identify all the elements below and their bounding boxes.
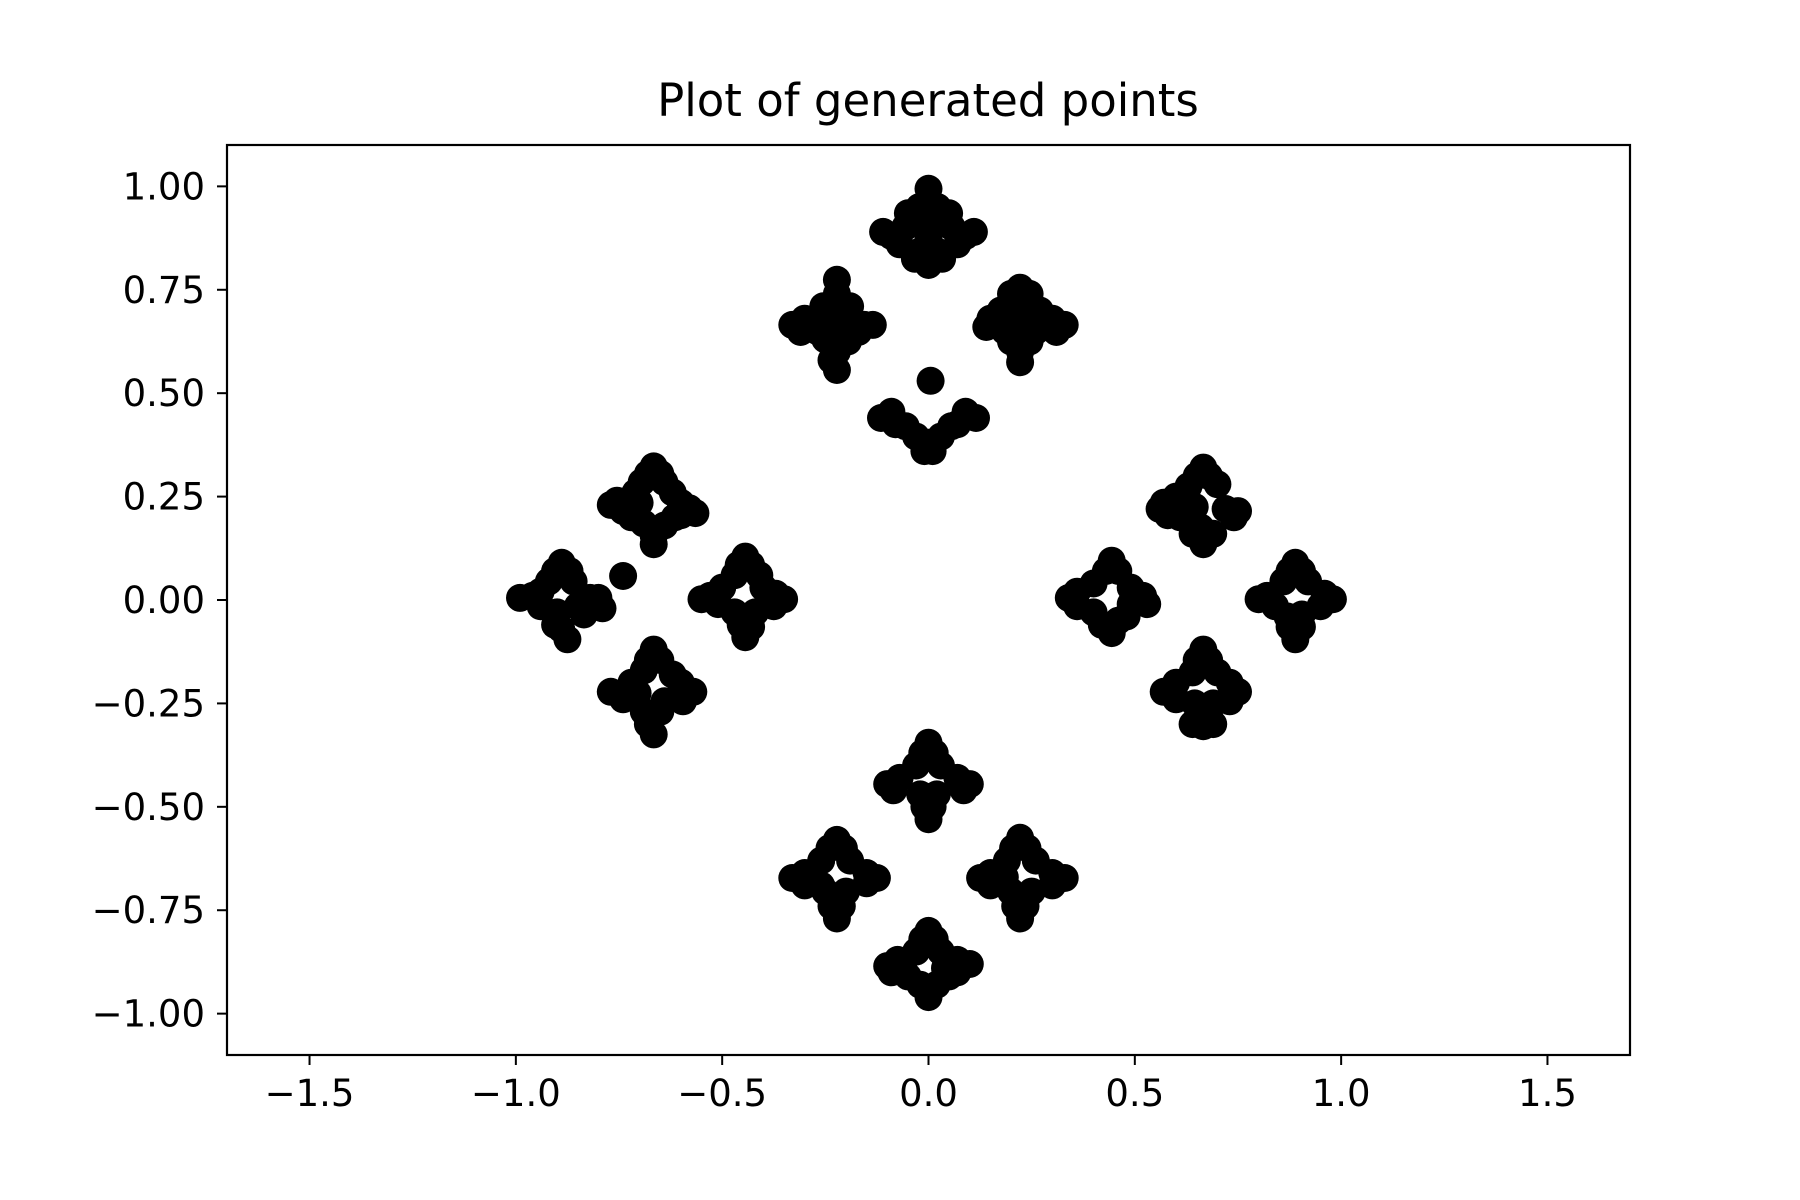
data-point (827, 321, 856, 350)
y-tick-label: 0.25 (123, 476, 205, 519)
data-point (1281, 625, 1310, 654)
data-point (666, 501, 695, 530)
data-point (931, 954, 959, 983)
data-point (916, 366, 945, 395)
data-point (1006, 348, 1035, 377)
data-point (893, 199, 922, 228)
y-tick-label: 0.75 (123, 269, 205, 312)
data-point (990, 863, 1019, 892)
y-axis: 1.00 0.75 0.50 0.25 0.00 −0.25 −0.50 −0.75 −1.00 (92, 165, 227, 1036)
y-tick-label: 1.00 (123, 165, 205, 208)
data-point (803, 317, 832, 346)
data-point (935, 199, 964, 228)
data-point (889, 956, 918, 985)
data-point (1219, 503, 1248, 532)
x-tick-label: −0.5 (677, 1072, 767, 1115)
data-point (1006, 904, 1035, 933)
data-point (879, 776, 908, 805)
points-layer (506, 174, 1347, 1012)
data-point (1199, 710, 1228, 739)
data-point (928, 244, 957, 273)
data-point (1178, 710, 1207, 739)
y-tick-label: −1.00 (92, 993, 205, 1036)
data-point (1042, 318, 1071, 346)
y-tick-label: −0.75 (92, 889, 205, 932)
data-point (918, 437, 947, 466)
data-point (937, 412, 966, 441)
x-tick-label: −1.0 (471, 1072, 561, 1115)
data-point (891, 412, 920, 441)
y-tick-label: 0.50 (123, 372, 205, 415)
data-point (1112, 602, 1141, 631)
data-point (914, 201, 943, 230)
x-tick-label: 1.0 (1312, 1072, 1371, 1115)
data-point (949, 776, 978, 805)
data-point (914, 805, 943, 834)
x-tick-label: 0.0 (899, 1072, 958, 1115)
y-tick-label: 0.00 (123, 579, 205, 622)
x-tick-label: 0.5 (1105, 1072, 1164, 1115)
data-point (639, 720, 668, 749)
data-point (1203, 470, 1232, 499)
chart-title: Plot of generated points (657, 74, 1199, 127)
data-point (807, 871, 836, 900)
data-point (609, 562, 638, 590)
data-point (822, 904, 851, 933)
data-point (569, 600, 598, 629)
data-point (822, 356, 851, 384)
data-point (731, 623, 760, 652)
x-tick-label: −1.5 (265, 1072, 355, 1115)
data-point (914, 983, 943, 1012)
data-point (1009, 304, 1038, 333)
data-point (1178, 519, 1207, 548)
data-point (900, 244, 929, 273)
y-tick-label: −0.50 (92, 786, 205, 829)
data-point (639, 530, 668, 559)
y-tick-label: −0.25 (92, 682, 205, 725)
x-tick-label: 1.5 (1518, 1072, 1577, 1115)
x-axis: −1.5 −1.0 −0.5 0.0 0.5 1.0 1.5 (265, 1055, 1577, 1115)
data-point (541, 610, 570, 639)
